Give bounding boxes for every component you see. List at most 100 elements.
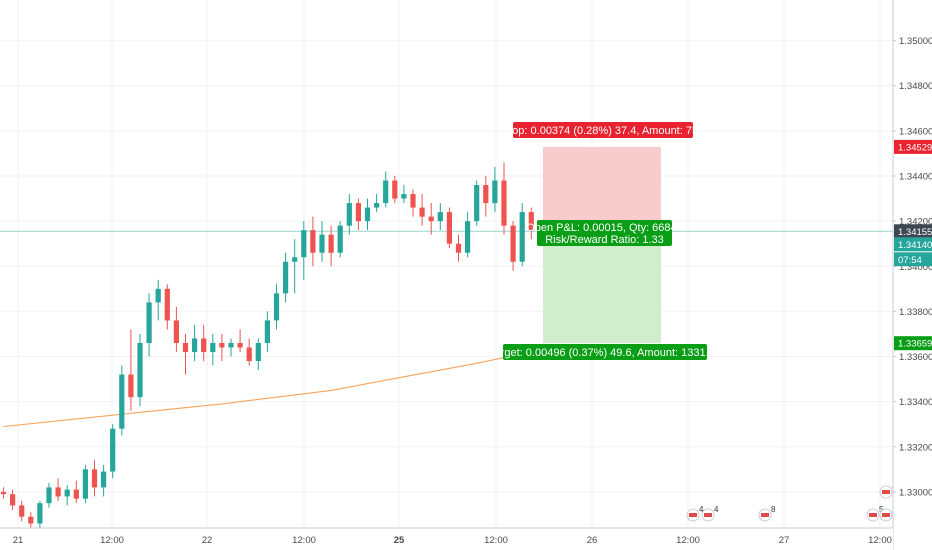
y-tick-label: 1.33800 [899,307,932,318]
y-tick-label: 1.33200 [899,442,932,453]
y-tick-label: 1.33400 [899,397,932,408]
candle[interactable] [383,180,389,204]
y-tick-label: 1.33000 [899,487,932,498]
candle[interactable] [319,234,325,253]
candle[interactable] [519,212,525,262]
candle[interactable] [201,338,207,352]
candle[interactable] [110,428,116,472]
event-count: 5 [879,505,884,514]
time-axis[interactable] [0,528,893,550]
candle[interactable] [292,257,298,262]
candle[interactable] [128,374,134,398]
candle[interactable] [210,342,216,352]
candle[interactable] [501,180,507,226]
candle[interactable] [328,234,334,253]
bid-price-tag [894,237,932,252]
candle[interactable] [37,503,43,524]
candle[interactable] [264,320,270,343]
candle[interactable] [374,203,380,208]
candle[interactable] [246,347,252,362]
candle[interactable] [528,212,534,231]
last-price-text: 1.34155 [898,227,932,238]
candle[interactable] [337,225,343,253]
candle[interactable] [346,203,352,226]
event-count: 4 [699,505,704,514]
candle[interactable] [119,374,125,429]
candle[interactable] [55,487,61,497]
candle[interactable] [73,489,79,499]
candle[interactable] [492,180,498,204]
x-tick-label: 12:00 [484,535,508,546]
stop-price-text: 1.34529 [898,142,932,153]
candle[interactable] [28,516,34,524]
open-pnl-label: Open P&L: 0.00015, Qty: 66844 [526,222,683,234]
y-tick-label: 1.34200 [899,217,932,228]
stop-label: Stop: 0.00374 (0.28%) 37.4, Amount: 750 [502,125,704,137]
candle[interactable] [355,203,361,222]
candle[interactable] [455,243,462,253]
candle[interactable] [510,225,516,262]
candle[interactable] [419,207,425,217]
target-label: Target: 0.00496 (0.37%) 49.6, Amount: 13… [489,347,721,359]
candle[interactable] [155,288,161,303]
risk-reward-label: Risk/Reward Ratio: 1.33 [545,234,664,246]
candle[interactable] [273,293,280,321]
y-tick-label: 1.34800 [899,81,932,92]
take-profit-zone[interactable] [543,231,661,344]
flag-icon [689,513,697,517]
candle[interactable] [19,505,25,517]
candle[interactable] [401,194,407,199]
candle[interactable] [146,302,152,343]
x-tick-label: 26 [587,535,598,546]
target-label-box[interactable] [503,344,707,360]
candle[interactable] [173,320,179,343]
candle[interactable] [310,230,316,253]
countdown-text: 07:54 [898,255,922,266]
x-tick-label: 22 [202,535,213,546]
candle[interactable] [392,180,398,199]
y-tick-label: 1.34000 [899,262,932,273]
candle[interactable] [283,261,289,294]
stop-label-box[interactable] [513,122,693,138]
candle[interactable] [437,212,443,222]
candle[interactable] [364,207,371,222]
event-count: 4 [714,505,719,514]
candle[interactable] [164,288,170,321]
candle[interactable] [255,342,261,362]
candle[interactable] [446,212,452,244]
candle[interactable] [483,185,489,204]
candle[interactable] [137,342,143,398]
candle[interactable] [474,185,480,222]
last-price-tag [894,224,932,239]
candle[interactable] [219,342,225,348]
countdown-tag [894,252,932,267]
position-info-box[interactable] [537,220,672,246]
moving-average-line [3,346,568,428]
candle[interactable] [428,216,434,222]
y-tick-label: 1.34400 [899,172,932,183]
candle[interactable] [82,469,88,499]
candle[interactable] [237,342,243,348]
x-tick-label: 12:00 [292,535,316,546]
y-tick-label: 1.34600 [899,126,932,137]
candle[interactable] [192,338,198,352]
flag-icon [882,513,890,517]
candle[interactable] [0,491,7,495]
stop-loss-zone[interactable] [543,146,661,232]
price-axis[interactable] [893,0,932,550]
candle[interactable] [228,342,234,348]
event-count: 8 [771,505,776,514]
candle[interactable] [91,469,98,488]
candle[interactable] [101,471,107,488]
candle[interactable] [465,221,471,253]
candle[interactable] [46,487,52,504]
x-tick-label: 27 [779,535,790,546]
candle[interactable] [301,230,307,258]
candle[interactable] [10,494,16,506]
target-price-text: 1.33659 [898,339,932,350]
candle[interactable] [64,489,70,497]
candle[interactable] [182,342,189,352]
candle[interactable] [410,194,416,208]
